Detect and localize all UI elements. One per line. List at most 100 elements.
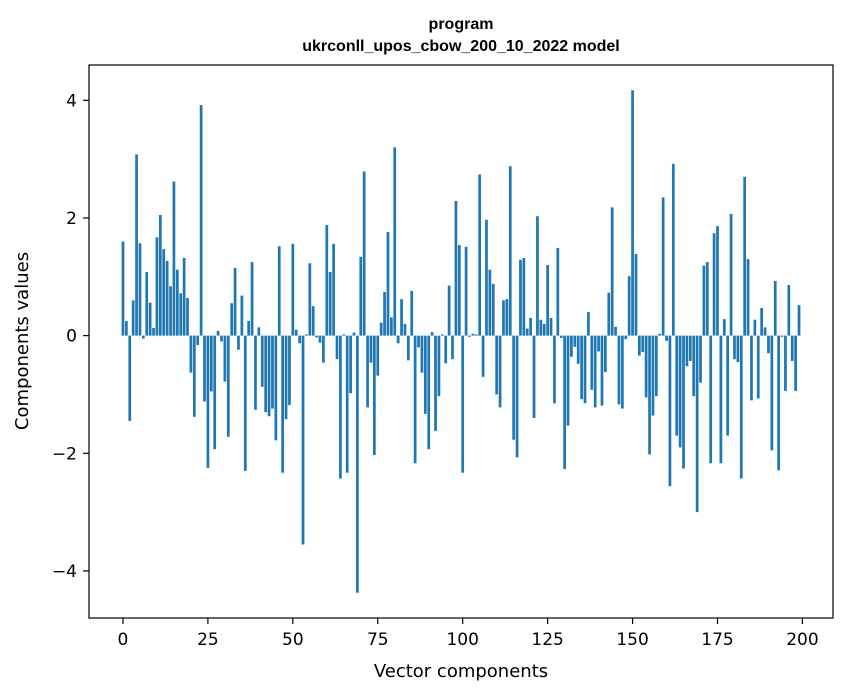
bar (131, 300, 135, 336)
bar (230, 303, 234, 336)
bar (729, 213, 733, 336)
y-tick-label: 4 (66, 91, 77, 111)
bar (332, 243, 335, 336)
bar (328, 272, 332, 336)
bar (386, 232, 390, 336)
bar (427, 335, 431, 450)
bar (226, 335, 230, 437)
bar (688, 335, 692, 361)
bar (668, 335, 672, 487)
bar (457, 245, 461, 336)
bar (651, 335, 655, 416)
bar (474, 334, 478, 336)
bar (240, 295, 244, 336)
bar (223, 335, 227, 382)
chart-title: program (429, 16, 494, 33)
bar (406, 335, 410, 361)
bar (206, 335, 210, 468)
bar (502, 300, 505, 336)
bar (648, 335, 651, 455)
bar (753, 319, 757, 336)
bar (125, 320, 128, 336)
bar (434, 335, 437, 431)
bar (152, 327, 155, 336)
bar (165, 260, 169, 336)
bar (790, 335, 794, 361)
y-tick-label: −2 (52, 444, 77, 464)
bar (621, 335, 624, 409)
x-tick-label: 175 (701, 630, 733, 650)
bar (750, 335, 753, 401)
bar (349, 335, 352, 394)
x-tick-label: 125 (531, 630, 563, 650)
bar (400, 299, 403, 336)
bar (318, 335, 322, 343)
bar (682, 335, 685, 469)
bar (325, 225, 329, 336)
x-tick-label: 25 (197, 630, 219, 650)
bar (138, 243, 142, 336)
bar (305, 334, 308, 336)
bar (485, 219, 488, 336)
bar (254, 335, 257, 410)
bar (148, 302, 152, 336)
bar (797, 305, 801, 336)
bar (712, 233, 716, 336)
bar (743, 176, 747, 336)
bar (546, 265, 549, 336)
bar (237, 335, 240, 350)
bar-series (121, 90, 801, 593)
bar (271, 335, 274, 409)
bar (549, 317, 553, 336)
bar (158, 215, 162, 336)
bar (505, 299, 509, 336)
bar (665, 335, 668, 341)
bar (722, 319, 726, 336)
bar (699, 335, 702, 383)
bar (597, 335, 600, 352)
bar (410, 290, 414, 336)
bar (705, 262, 709, 336)
bar (264, 335, 268, 413)
bar (339, 335, 342, 479)
bar (342, 334, 346, 336)
x-tick-label: 50 (282, 630, 304, 650)
bar (556, 247, 560, 336)
bar (671, 163, 675, 336)
x-axis-ticks: 0 25 50 75 100 125 150 175 200 (118, 618, 819, 650)
bar (488, 269, 492, 336)
bar (403, 323, 407, 336)
bar (692, 335, 696, 397)
bar (440, 334, 444, 336)
bar (573, 335, 577, 347)
bar (243, 335, 247, 471)
plot-area-frame (88, 64, 834, 619)
bar (784, 335, 787, 391)
bar (498, 335, 502, 408)
bar (192, 335, 196, 417)
bar (719, 335, 723, 464)
bar (519, 259, 522, 336)
bar (420, 335, 424, 373)
x-tick-label: 75 (367, 630, 389, 650)
bar (559, 335, 563, 338)
bar (267, 335, 271, 417)
bar (213, 335, 217, 450)
x-tick-label: 100 (446, 630, 478, 650)
x-tick-label: 200 (786, 630, 818, 650)
x-tick-label: 150 (616, 630, 648, 650)
y-tick-label: 0 (66, 327, 77, 347)
bar (447, 285, 451, 336)
bar (553, 335, 556, 404)
bar (733, 335, 736, 360)
bar (756, 335, 760, 399)
bar (746, 259, 750, 336)
bar (726, 335, 730, 436)
bar (634, 253, 638, 336)
bar (291, 243, 295, 336)
bar (369, 335, 373, 363)
bar (739, 335, 743, 479)
bar (610, 207, 614, 336)
bar (135, 154, 138, 336)
bar (128, 335, 132, 421)
